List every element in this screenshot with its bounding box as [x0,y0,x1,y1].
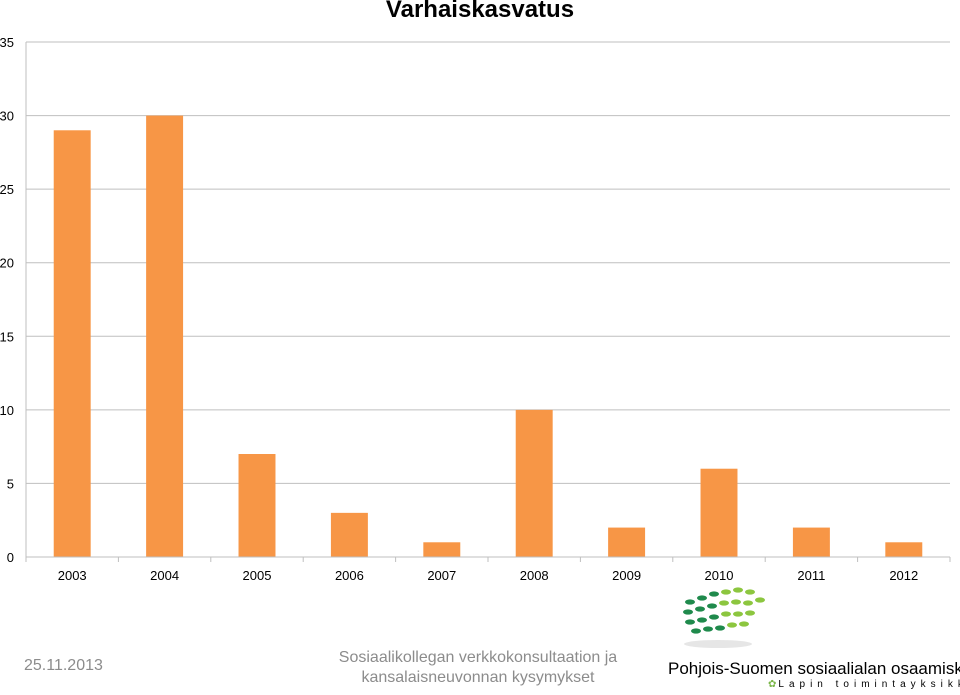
bar-2011 [792,527,830,557]
x-tick-label: 2008 [520,568,549,583]
y-tick-label: 25 [0,182,14,197]
bar-2003 [53,130,91,558]
y-tick-label: 0 [7,550,14,565]
x-tick-label: 2012 [889,568,918,583]
chart-title: Varhaiskasvatus [385,0,575,23]
footer-caption-line2: kansalaisneuvonnan kysymykset [361,669,595,686]
bar-2009 [608,527,646,557]
organization-logo-icon [683,587,765,648]
y-tick-label: 35 [0,35,14,50]
y-tick-label: 10 [0,403,14,418]
bar-2004 [146,115,184,558]
x-tick-label: 2011 [797,568,825,583]
bar-2010 [700,468,738,557]
footer-caption-line1: Sosiaalikollegan verkkokonsultaation ja [338,649,618,666]
x-tick-label: 2005 [243,568,272,583]
x-tick-label: 2007 [427,568,456,583]
y-tick-label: 30 [0,109,14,124]
y-tick-label: 20 [0,256,14,271]
bar-2005 [238,454,276,557]
y-axis: 0 5 10 15 20 25 30 35 [0,35,27,565]
leaf-icon: ✿ [768,679,777,690]
x-tick-label: 2003 [58,568,87,583]
bar-2007 [423,542,461,557]
x-tick-label: 2006 [335,568,364,583]
gridlines [26,41,950,484]
x-tick-label: 2004 [150,568,179,583]
y-tick-label: 5 [7,476,14,491]
bar-2012 [885,542,923,557]
footer-date: 25.11.2013 [24,657,103,674]
y-tick-label: 15 [0,329,14,344]
x-tick-label: 2010 [705,568,734,583]
bar-2008 [515,409,553,557]
x-axis: 2003 2004 2005 2006 2007 2008 2009 2010 2011 2012 [25,556,951,583]
footer-caption: Sosiaalikollegan verkkokonsultaation ja … [318,648,638,688]
bar-2006 [330,512,368,557]
x-tick-label: 2009 [612,568,641,583]
bars [53,115,923,558]
organization-name: Pohjois-Suomen sosiaalialan osaamiskesku… [668,659,960,678]
organization-unit-label: Lapin toimintayksikkö [778,679,960,690]
organization-unit: ✿ Lapin toimintayksikkö [768,679,960,690]
